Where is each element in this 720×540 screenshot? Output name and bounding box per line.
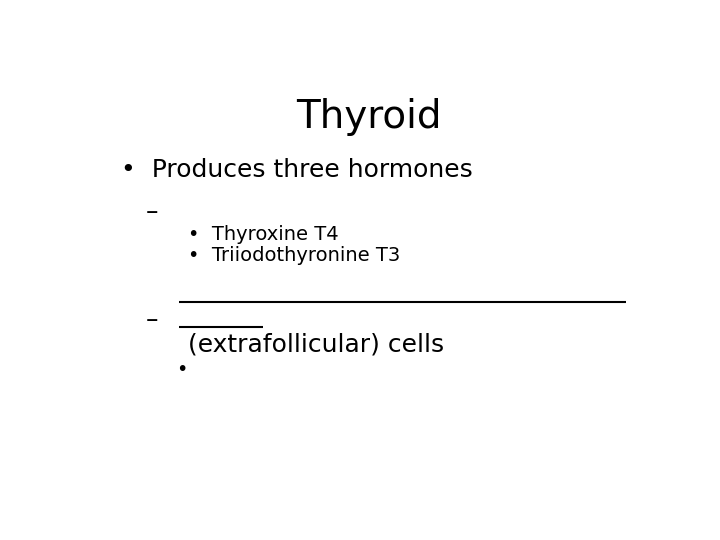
Text: •  Thyroxine T4: • Thyroxine T4: [188, 225, 338, 244]
Text: (extrafollicular) cells: (extrafollicular) cells: [188, 333, 444, 357]
Text: Thyroid: Thyroid: [296, 98, 442, 136]
Text: •: •: [176, 360, 188, 379]
Text: •  Produces three hormones: • Produces three hormones: [121, 158, 472, 183]
Text: –: –: [145, 308, 158, 332]
Text: –: –: [145, 200, 158, 224]
Text: •  Triiodothyronine T3: • Triiodothyronine T3: [188, 246, 400, 265]
